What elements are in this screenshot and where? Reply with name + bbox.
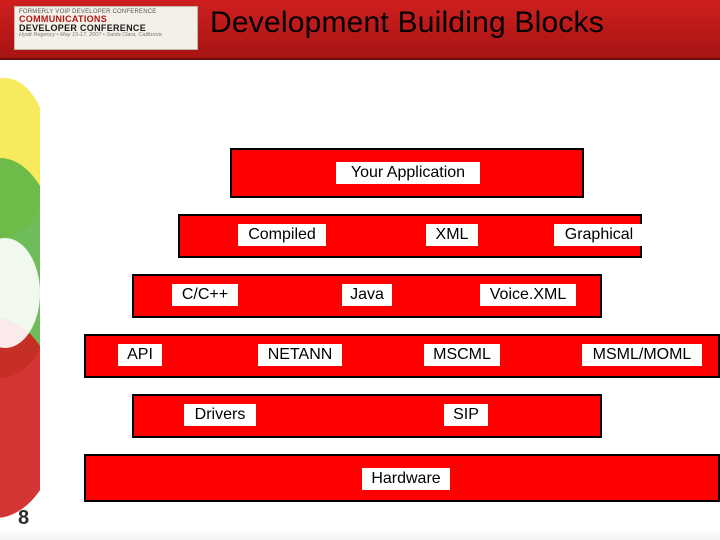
label-app-0: Your Application bbox=[336, 162, 480, 184]
label-cat-0: Compiled bbox=[238, 224, 326, 246]
side-decoration bbox=[0, 58, 40, 540]
label-drv-1: SIP bbox=[444, 404, 488, 426]
slide-number: 8 bbox=[18, 507, 29, 530]
label-drv-0: Drivers bbox=[184, 404, 256, 426]
label-proto-1: NETANN bbox=[258, 344, 342, 366]
label-proto-2: MSCML bbox=[424, 344, 500, 366]
label-hw-0: Hardware bbox=[362, 468, 450, 490]
label-cat-2: Graphical bbox=[554, 224, 644, 246]
slide-title: Development Building Blocks bbox=[210, 6, 604, 40]
deco-shape-2 bbox=[0, 318, 40, 518]
label-cat-1: XML bbox=[426, 224, 478, 246]
label-lang-1: Java bbox=[342, 284, 392, 306]
label-lang-0: C/C++ bbox=[172, 284, 238, 306]
bottom-fade bbox=[0, 530, 720, 540]
diagram-area: Your Application Compiled XML Graphical C/C+… bbox=[40, 58, 720, 540]
label-lang-2: Voice.XML bbox=[480, 284, 576, 306]
label-proto-0: API bbox=[118, 344, 162, 366]
logo-detail-text: Hyatt Regency • May 15-17, 2007 • Santa … bbox=[19, 33, 193, 39]
label-proto-3: MSML/MOML bbox=[582, 344, 702, 366]
logo-badge: FORMERLY VOIP DEVELOPER CONFERENCE COMMU… bbox=[14, 6, 198, 50]
header-bar: FORMERLY VOIP DEVELOPER CONFERENCE COMMU… bbox=[0, 0, 720, 60]
